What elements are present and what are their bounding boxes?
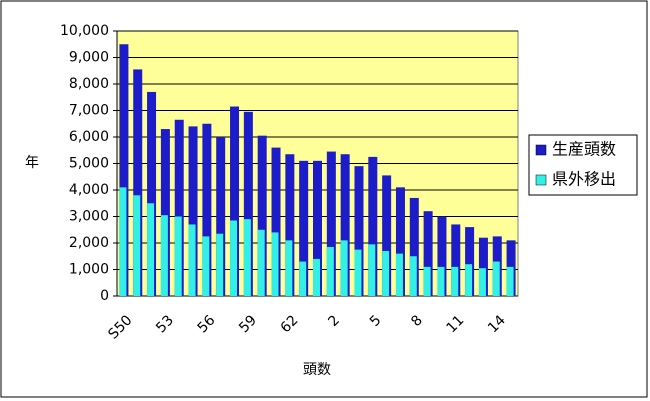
bar xyxy=(382,175,392,296)
y-axis-label: 年 xyxy=(25,155,39,171)
bar xyxy=(340,154,350,296)
bar xyxy=(133,195,141,296)
bar xyxy=(409,256,417,296)
y-tick-label: 6,000 xyxy=(69,129,109,145)
y-tick-label: 8,000 xyxy=(69,76,109,92)
bar xyxy=(313,160,322,296)
bar xyxy=(423,266,431,296)
legend-label: 生産頭数 xyxy=(552,140,616,159)
y-tick-label: 5,000 xyxy=(69,156,109,172)
bar xyxy=(368,156,378,296)
legend xyxy=(528,134,638,196)
bar xyxy=(478,237,488,296)
bar xyxy=(174,119,184,297)
bar xyxy=(354,166,364,296)
legend-swatch xyxy=(535,144,547,156)
bar xyxy=(326,151,336,296)
bar xyxy=(174,216,182,296)
y-tick-label: 3,000 xyxy=(69,209,109,225)
bar xyxy=(257,135,267,296)
bar xyxy=(465,264,473,296)
bar xyxy=(202,236,210,296)
bar xyxy=(188,126,198,297)
bar xyxy=(478,268,486,296)
x-axis-label: 頭数 xyxy=(303,362,331,378)
bar xyxy=(230,106,240,297)
bar xyxy=(465,227,475,296)
bar xyxy=(160,215,168,296)
bar xyxy=(437,266,445,296)
bar xyxy=(395,187,405,296)
bar xyxy=(216,233,224,296)
bar xyxy=(147,91,157,296)
bar xyxy=(354,249,362,296)
y-tick-label: 10,000 xyxy=(60,23,109,39)
bar xyxy=(313,258,320,296)
legend-label: 県外移出 xyxy=(552,170,616,189)
bar xyxy=(326,246,334,296)
bar xyxy=(409,197,419,296)
bar xyxy=(423,211,433,296)
bar xyxy=(133,69,143,296)
bar xyxy=(437,216,447,296)
y-tick-label: 9,000 xyxy=(69,50,109,66)
bar xyxy=(271,232,279,296)
bar xyxy=(299,261,307,296)
bar xyxy=(492,261,500,296)
bar xyxy=(285,240,293,296)
bar xyxy=(285,154,295,296)
y-tick-label: 2,000 xyxy=(69,235,109,251)
y-tick-label: 1,000 xyxy=(69,262,109,278)
bar xyxy=(506,266,514,296)
bar xyxy=(451,224,461,296)
bar xyxy=(451,266,459,296)
bar xyxy=(188,224,196,296)
y-tick-label: 0 xyxy=(100,288,109,304)
y-tick-label: 7,000 xyxy=(69,103,109,119)
bar xyxy=(395,253,403,296)
bar xyxy=(160,129,170,296)
legend-swatch xyxy=(535,174,547,186)
bar xyxy=(202,123,212,296)
bar xyxy=(257,229,265,296)
bar xyxy=(340,240,348,296)
bar xyxy=(216,137,226,296)
bar xyxy=(230,220,238,296)
bar xyxy=(271,147,281,296)
y-tick-label: 4,000 xyxy=(69,182,109,198)
bar xyxy=(243,219,251,296)
bar xyxy=(299,160,309,296)
bar xyxy=(119,187,127,296)
bar xyxy=(368,244,376,296)
bar xyxy=(382,250,390,296)
bar xyxy=(243,111,253,296)
bar xyxy=(147,203,155,296)
bar xyxy=(119,44,129,296)
